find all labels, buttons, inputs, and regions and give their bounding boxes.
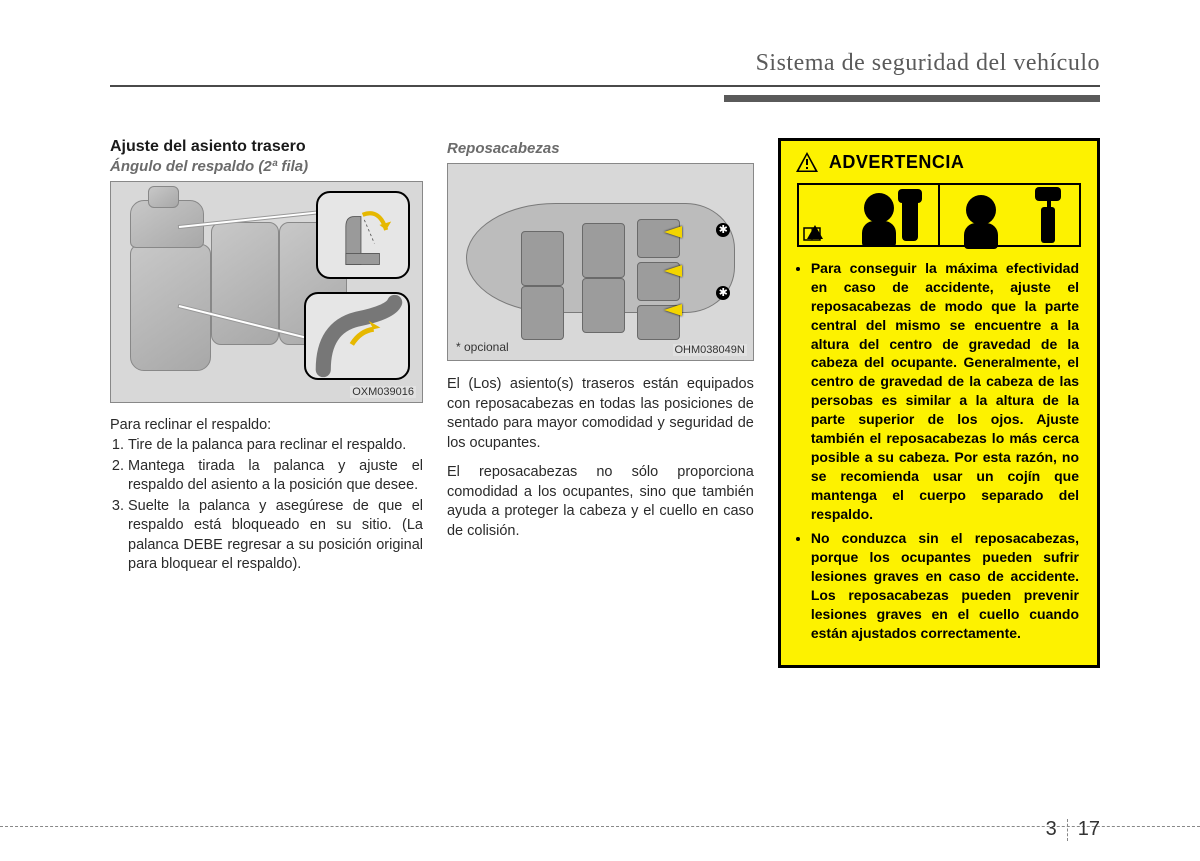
seat-lever-icon [306,294,408,378]
lever-callout [304,292,410,380]
warning-title: ADVERTENCIA [829,152,965,173]
recline-steps: Tire de la palanca para reclinar el resp… [110,436,423,575]
header-rule [110,85,1100,87]
headrest-title: Reposacabezas [447,140,754,157]
page-footer: 3 17 [0,826,1200,837]
recline-seat-icon [318,193,407,277]
headrest-incorrect-icon [940,185,1079,245]
headrest-figure: ✱ ✱ * opcional OHM038049N [447,163,754,361]
warning-bullet: Para conseguir la máxima efectividad en … [811,259,1079,523]
content-columns: Ajuste del asiento trasero Ángulo del re… [110,138,1100,668]
step-item: Tire de la palanca para reclinar el resp… [128,436,423,456]
manual-page: Sistema de seguridad del vehículo Ajuste… [0,0,1200,668]
warning-illustration [797,183,1081,247]
recline-intro: Para reclinar el respaldo: [110,417,423,433]
optional-marker: ✱ [716,286,730,300]
warning-header: ADVERTENCIA [781,141,1097,179]
figure-code: OXM039016 [350,386,416,398]
chapter-title: Sistema de seguridad del vehículo [110,50,1100,85]
step-item: Mantega tirada la palanca y ajuste el re… [128,457,423,496]
figure-footnote: * opcional [456,340,509,354]
column-right: ADVERTENCIA [778,138,1100,668]
page-number-value: 17 [1078,818,1100,841]
page-number: 3 17 [1046,818,1100,841]
figure-code: OHM038049N [673,344,747,356]
headrest-correct-icon [799,185,940,245]
step-item: Suelte la palanca y asegúrese de que el … [128,497,423,575]
recline-callout [316,191,409,279]
warning-box: ADVERTENCIA [778,138,1100,668]
warning-triangle-icon [795,151,819,173]
warning-bullets: Para conseguir la máxima efectividad en … [781,259,1097,665]
header-accent-bar [724,95,1100,102]
headrest-paragraph-2: El reposacabezas no sólo proporciona com… [447,463,754,541]
headrest-paragraph-1: El (Los) asiento(s) traseros están equip… [447,375,754,453]
seatback-angle-subtitle: Ángulo del respaldo (2ª fila) [110,158,423,175]
page-separator [1067,819,1068,841]
chapter-number: 3 [1046,818,1057,841]
optional-marker: ✱ [716,223,730,237]
rear-seat-title: Ajuste del asiento trasero [110,138,423,156]
seatback-figure: OXM039016 [110,181,423,403]
warning-bullet: No conduzca sin el reposacabezas, porque… [811,529,1079,642]
column-left: Ajuste del asiento trasero Ángulo del re… [110,138,423,668]
column-middle: Reposacabezas ✱ ✱ * opcional OHM038049N … [447,138,754,668]
